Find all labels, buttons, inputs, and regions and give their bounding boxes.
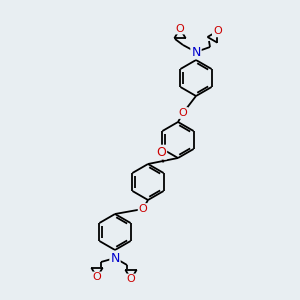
Text: O: O	[178, 108, 188, 118]
Text: N: N	[110, 251, 120, 265]
Text: O: O	[176, 23, 184, 34]
Text: O: O	[213, 26, 222, 36]
Text: O: O	[139, 204, 147, 214]
Text: O: O	[127, 274, 135, 284]
Text: N: N	[191, 46, 201, 59]
Text: O: O	[93, 272, 101, 283]
Text: O: O	[156, 146, 166, 159]
